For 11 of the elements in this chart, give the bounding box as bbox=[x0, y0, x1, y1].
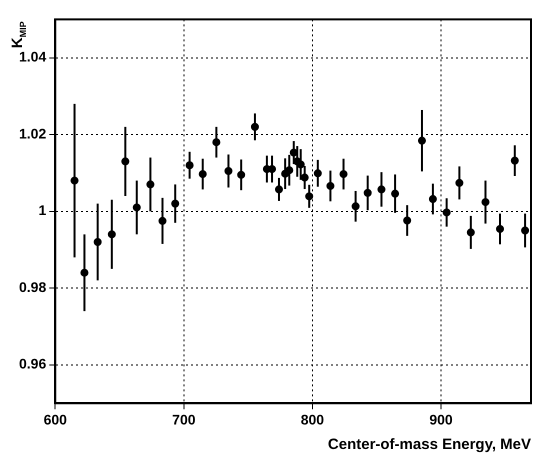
x-tick-label: 800 bbox=[300, 411, 324, 428]
x-tick-label: 900 bbox=[429, 411, 453, 428]
y-tick-label: 1.04 bbox=[19, 48, 46, 65]
y-tick-label: 1.02 bbox=[19, 125, 46, 142]
y-axis-title: KMIP bbox=[9, 21, 28, 48]
y-tick-label: 1 bbox=[38, 202, 46, 218]
y-tick-label: 0.98 bbox=[19, 278, 46, 295]
x-tick-label: 600 bbox=[44, 411, 68, 428]
x-tick-label: 700 bbox=[172, 411, 196, 428]
x-axis-title: Center-of-mass Energy, MeV bbox=[328, 436, 531, 454]
y-tick-label: 0.96 bbox=[19, 356, 46, 372]
